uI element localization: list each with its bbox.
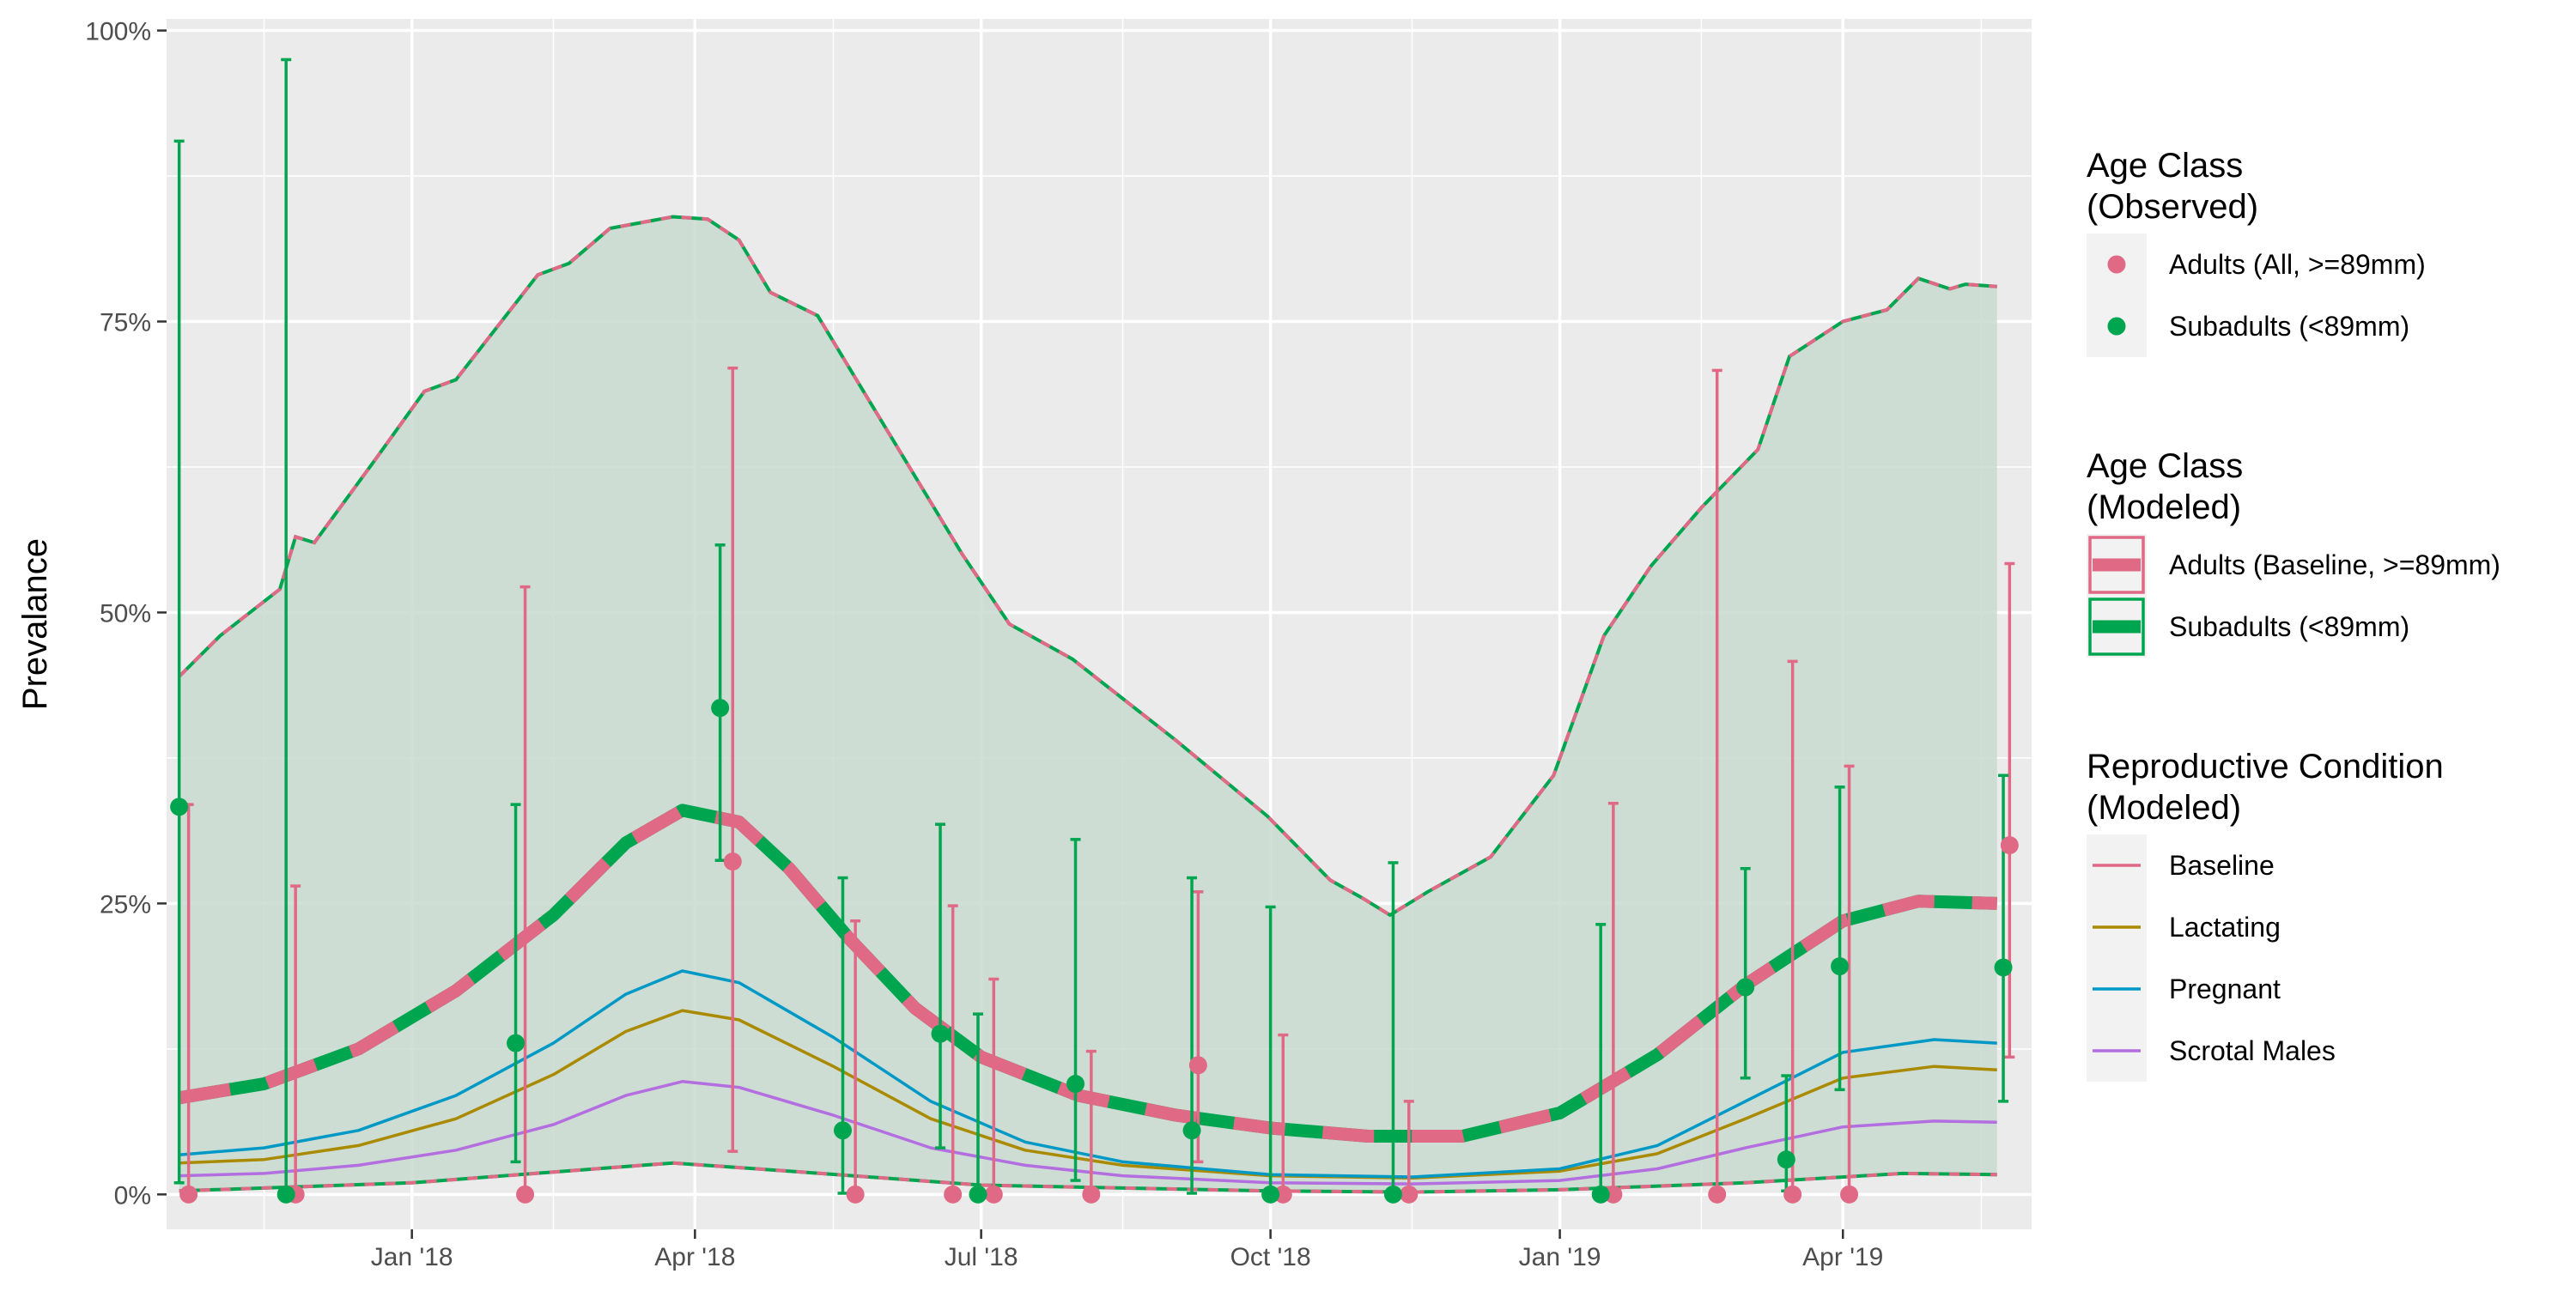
adults-observed-point <box>179 1185 198 1204</box>
legend: Age Class(Observed)Adults (All, >=89mm)S… <box>2087 147 2500 1082</box>
legend-group: Reproductive Condition(Modeled) Baseline L… <box>2087 748 2444 1082</box>
adults-error-bar <box>1193 890 1204 1164</box>
legend-entry-label: Subadults (<89mm) <box>2169 611 2409 642</box>
subadults-observed-point <box>931 1024 950 1043</box>
x-tick-label: Apr '19 <box>1802 1243 1883 1271</box>
x-tick-label: Jan '18 <box>371 1243 453 1271</box>
subadults-observed-point <box>969 1185 987 1204</box>
subadults-observed-point <box>170 798 189 816</box>
subadults-observed-point <box>1182 1121 1201 1140</box>
adults-error-bar <box>727 366 738 1153</box>
subadults-observed-point <box>1831 957 1850 976</box>
subadults-observed-point <box>1994 958 2013 977</box>
x-axis: Jan '18 Apr '18 Jul '18 Oct '18 Jan '19 Apr '… <box>371 1229 1883 1271</box>
adults-observed-point <box>516 1185 535 1204</box>
adults-observed-point <box>1604 1185 1623 1204</box>
subadults-observed-point <box>833 1121 852 1140</box>
legend-entry-label: Lactating <box>2169 912 2281 943</box>
legend-entry-label: Adults (Baseline, >=89mm) <box>2169 549 2500 580</box>
y-tick-label: 100% <box>85 18 151 46</box>
y-tick-label: 50% <box>100 599 151 628</box>
x-tick-label: Jul '18 <box>945 1243 1018 1271</box>
subadults-error-bar <box>935 822 946 1149</box>
y-tick-label: 75% <box>100 309 151 337</box>
x-tick-label: Jan '19 <box>1519 1243 1601 1271</box>
x-tick-label: Oct '18 <box>1230 1243 1311 1271</box>
y-axis: 0% 25% 50% 75% 100% <box>85 18 167 1210</box>
legend-title: Reproductive Condition <box>2087 748 2444 786</box>
subadults-observed-point <box>1066 1075 1085 1094</box>
subadults-error-bar <box>1834 786 1845 1092</box>
model-lines-layer <box>178 804 1997 1186</box>
credible-interval-ribbon <box>179 216 1997 1192</box>
adults-error-bar <box>2004 561 2015 1059</box>
legend-group: Age Class(Modeled) Adults (Baseline, >=89… <box>2087 447 2500 658</box>
y-tick-label: 25% <box>100 890 151 919</box>
x-tick-label: Apr '18 <box>654 1243 735 1271</box>
y-axis-title: Prevalance <box>16 538 54 710</box>
subadults-error-bar <box>173 139 185 1185</box>
subadults-observed-point <box>1736 978 1755 997</box>
subadults-error-bar <box>1998 773 2009 1103</box>
observed-points-layer <box>170 699 2019 1204</box>
adults-observed-point <box>1273 1185 1292 1204</box>
adults-observed-point <box>1708 1185 1727 1204</box>
legend-title: Age Class <box>2087 147 2243 185</box>
legend-entry-label: Scrotal Males <box>2169 1035 2336 1066</box>
subadults-error-bar <box>1070 838 1081 1182</box>
adults-observed-point <box>846 1185 865 1204</box>
subadults-observed-point <box>1383 1185 1402 1204</box>
legend-title: (Observed) <box>2087 188 2258 226</box>
subadults-observed-point <box>1777 1150 1795 1169</box>
adults-observed-point <box>723 852 742 871</box>
adults-observed-point <box>1783 1185 1802 1204</box>
adults-baseline-modeled-line <box>178 804 1997 1143</box>
subadults-error-bar <box>1740 866 1751 1080</box>
legend-title: Age Class <box>2087 447 2243 485</box>
legend-entry-label: Pregnant <box>2169 974 2281 1004</box>
adults-observed-point <box>1082 1185 1101 1204</box>
adults-observed-point <box>1400 1185 1419 1204</box>
adults-observed-point <box>944 1185 963 1204</box>
adults-observed-point <box>1840 1185 1859 1204</box>
y-tick-label: 0% <box>114 1181 151 1210</box>
subadults-observed-point <box>1261 1185 1280 1204</box>
legend-entry-label: Adults (All, >=89mm) <box>2169 249 2426 280</box>
legend-point-key <box>2107 317 2126 336</box>
subadults-error-bar <box>1187 876 1198 1195</box>
adults-observed-point <box>1188 1056 1207 1075</box>
subadults-observed-point <box>507 1034 526 1052</box>
subadults-error-bar <box>837 876 848 1195</box>
subadults-observed-point <box>711 699 730 718</box>
ribbon-upper-edge-dash <box>178 215 1997 918</box>
legend-entry-label: Baseline <box>2169 850 2275 881</box>
legend-key-background <box>2087 234 2147 357</box>
legend-key-background <box>2087 834 2147 1082</box>
subadults-error-bar <box>510 803 521 1164</box>
legend-title: (Modeled) <box>2087 488 2241 526</box>
subadults-observed-point <box>276 1185 295 1204</box>
legend-group: Age Class(Observed) Adults (All, >=89mm) S… <box>2087 147 2426 357</box>
legend-point-key <box>2107 255 2126 274</box>
subadults-observed-point <box>1591 1185 1610 1204</box>
legend-title: (Modeled) <box>2087 789 2241 827</box>
legend-entry-label: Subadults (<89mm) <box>2169 311 2409 342</box>
adults-observed-point <box>2000 836 2019 855</box>
adults-observed-point <box>984 1185 1003 1204</box>
errorbar-layer <box>173 58 2015 1197</box>
